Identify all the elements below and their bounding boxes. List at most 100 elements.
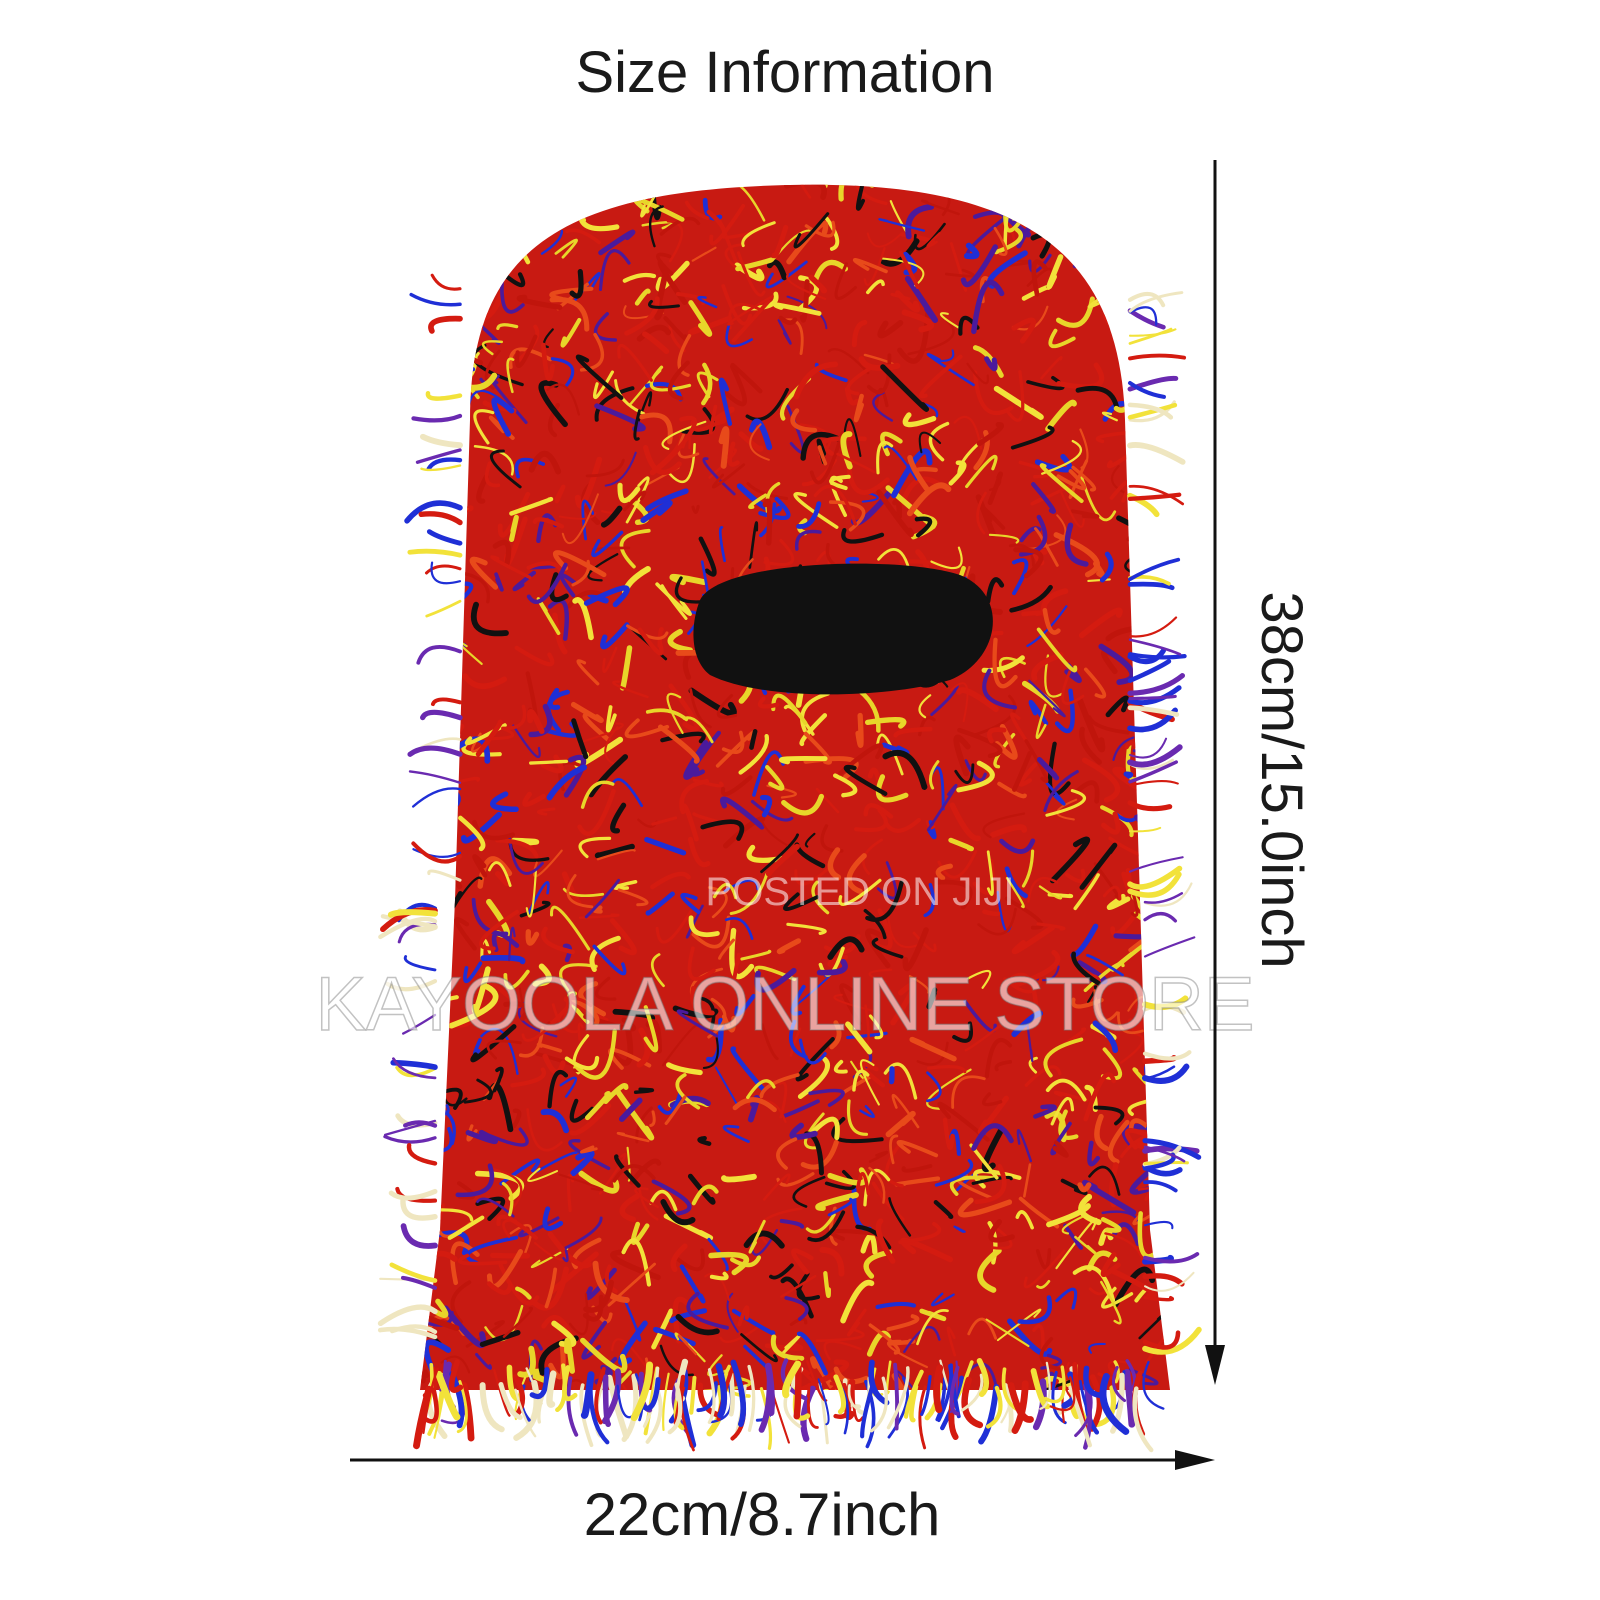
fiber bbox=[746, 482, 789, 500]
fringe-strand bbox=[933, 1364, 944, 1414]
fiber bbox=[736, 251, 766, 297]
fiber bbox=[785, 273, 827, 301]
fringe-strand bbox=[566, 1376, 579, 1437]
fiber bbox=[799, 279, 810, 323]
fiber bbox=[748, 1219, 766, 1254]
fiber bbox=[592, 944, 627, 976]
fiber bbox=[1065, 868, 1086, 883]
fiber bbox=[884, 817, 922, 833]
fiber bbox=[526, 709, 545, 735]
fiber bbox=[1121, 867, 1132, 892]
fringe-strand bbox=[1129, 826, 1162, 833]
fringe-strand bbox=[1123, 1368, 1136, 1428]
fiber bbox=[1026, 1020, 1034, 1063]
fiber bbox=[821, 435, 867, 456]
fiber bbox=[648, 299, 680, 309]
fiber bbox=[815, 1328, 865, 1343]
fringe-strand bbox=[1143, 1220, 1174, 1230]
fringe-strand bbox=[1083, 1365, 1107, 1399]
fiber bbox=[965, 455, 998, 489]
fiber bbox=[546, 689, 570, 733]
fiber bbox=[926, 1071, 942, 1103]
fiber bbox=[634, 1187, 659, 1209]
fiber bbox=[549, 572, 569, 603]
fiber bbox=[503, 1001, 530, 1021]
fiber bbox=[863, 1168, 891, 1207]
fiber bbox=[824, 1170, 857, 1191]
fiber bbox=[1107, 1119, 1130, 1164]
fringe-strand bbox=[1143, 892, 1184, 904]
fiber bbox=[486, 1039, 522, 1060]
fiber bbox=[765, 260, 808, 289]
fiber bbox=[469, 556, 499, 590]
fiber bbox=[844, 386, 860, 406]
fringe-strand bbox=[1142, 1273, 1185, 1287]
fiber bbox=[675, 1314, 720, 1336]
fiber bbox=[609, 918, 637, 956]
fiber bbox=[1052, 1140, 1069, 1158]
fringe-strand bbox=[546, 1370, 557, 1408]
fiber bbox=[777, 318, 792, 345]
fiber bbox=[951, 1075, 986, 1109]
fiber bbox=[583, 1279, 614, 1313]
fiber bbox=[1078, 607, 1123, 639]
fiber bbox=[651, 816, 678, 826]
fiber bbox=[473, 409, 495, 445]
fiber bbox=[1045, 789, 1086, 817]
fringe-strand bbox=[1127, 865, 1183, 890]
fiber bbox=[578, 836, 612, 859]
fiber bbox=[1015, 1210, 1034, 1230]
fiber bbox=[1045, 782, 1066, 806]
fringe-strand bbox=[978, 1383, 1000, 1445]
fringe-strand bbox=[1111, 1365, 1127, 1403]
fiber bbox=[1039, 1337, 1061, 1371]
fiber bbox=[905, 203, 935, 240]
fiber bbox=[512, 724, 541, 759]
fiber bbox=[771, 224, 789, 259]
fiber bbox=[1063, 1223, 1083, 1250]
fiber bbox=[1016, 1129, 1033, 1163]
fringe-strand bbox=[493, 1369, 511, 1417]
fiber bbox=[448, 983, 499, 1029]
fiber bbox=[571, 1237, 602, 1270]
fiber bbox=[1004, 866, 1028, 899]
fiber bbox=[880, 364, 930, 412]
fringe-strand bbox=[430, 697, 462, 707]
fiber bbox=[815, 787, 840, 814]
fiber bbox=[840, 1279, 875, 1324]
fiber bbox=[815, 1192, 859, 1211]
fiber bbox=[548, 1341, 566, 1380]
fiber bbox=[1102, 885, 1122, 901]
fringe-strand bbox=[1142, 995, 1189, 1011]
fiber bbox=[492, 1066, 504, 1093]
fiber bbox=[689, 688, 712, 729]
arrow-head bbox=[1205, 1345, 1225, 1385]
fiber bbox=[738, 431, 764, 452]
fiber bbox=[901, 1164, 933, 1173]
fiber bbox=[702, 457, 736, 496]
fiber bbox=[447, 1215, 485, 1240]
fringe-strand bbox=[1142, 1330, 1181, 1350]
fringe-strand bbox=[1143, 1180, 1178, 1193]
fiber bbox=[838, 878, 882, 906]
fringe-strand bbox=[426, 457, 463, 471]
fiber bbox=[589, 935, 621, 972]
fiber bbox=[604, 726, 619, 765]
fiber bbox=[847, 1308, 867, 1337]
fiber bbox=[707, 886, 728, 919]
fiber bbox=[610, 802, 627, 834]
fiber bbox=[492, 539, 512, 567]
fringe-strand bbox=[422, 1367, 439, 1434]
fiber bbox=[811, 880, 830, 915]
fiber bbox=[515, 1286, 532, 1300]
fiber bbox=[829, 1020, 842, 1050]
fiber bbox=[730, 1255, 762, 1268]
fiber bbox=[711, 463, 746, 489]
fringe-strand bbox=[680, 1386, 695, 1452]
fiber bbox=[721, 1173, 757, 1183]
fiber bbox=[902, 412, 937, 428]
fiber bbox=[600, 622, 630, 650]
fiber bbox=[833, 1059, 848, 1074]
fiber bbox=[571, 718, 589, 760]
fiber bbox=[564, 1337, 575, 1374]
